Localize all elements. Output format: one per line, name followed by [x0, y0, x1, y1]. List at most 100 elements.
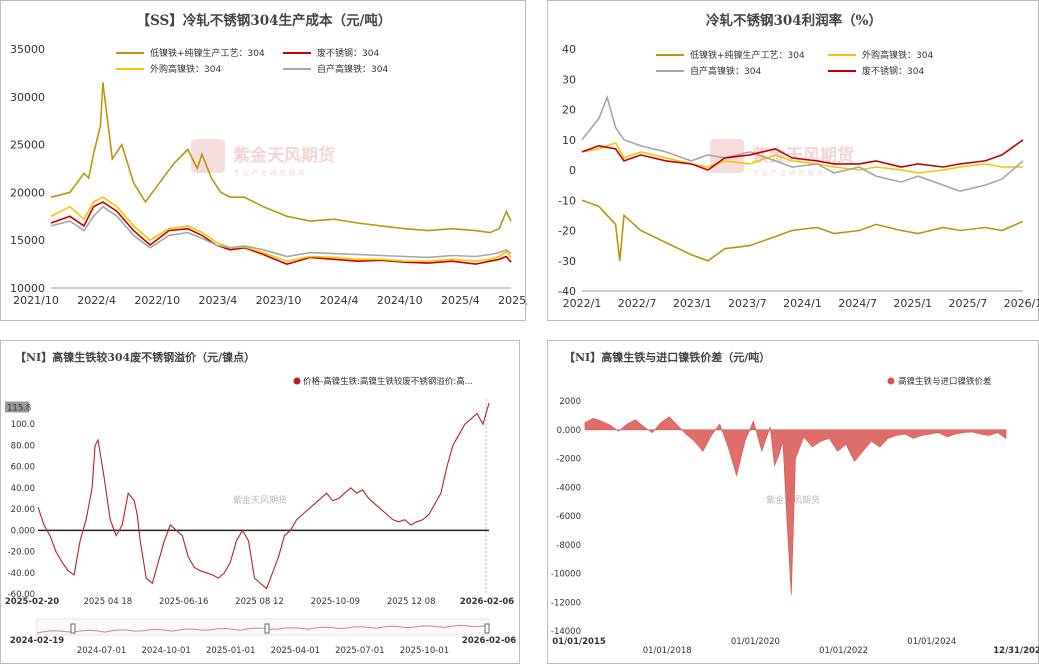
- navigator-tick-label: 2024-10-01: [141, 646, 190, 656]
- chart-panel-production-cost: 【SS】冷轧不锈钢304生产成本（元/吨） 紫金天风期货 专 业 产 业 研 究…: [0, 0, 527, 321]
- chart-panel-premium: 【NI】高镍生铁较304废不锈钢溢价（元/镍点） 紫金天风期货 -60.00 -4…: [0, 340, 520, 664]
- y-tick-label: 100.0: [11, 420, 35, 430]
- range-navigator[interactable]: 2024-02-19 2024-07-01 2024-10-01 2025-01-01…: [10, 618, 516, 656]
- y-tick-label: -40: [558, 285, 576, 298]
- x-tick-label: 2026-02-06: [460, 597, 514, 607]
- x-tick-label: 01/01/2024: [907, 637, 956, 647]
- y-tick-label: -4000: [556, 483, 581, 493]
- watermark-text: 紫金天风期货: [233, 494, 287, 506]
- x-tick-label: 2025 04 18: [83, 597, 132, 607]
- x-tick-label: 01/01/2020: [731, 637, 780, 647]
- navigator-tick-label: 2026-02-06: [462, 636, 516, 646]
- x-tick-label: 2023/1: [673, 297, 712, 310]
- series-line: [50, 205, 512, 259]
- x-tick-label: 2022/4: [77, 294, 116, 307]
- chart-title: 【NI】高镍生铁与进口镍铁价差（元/吨）: [564, 350, 770, 364]
- x-tick-label: 2024/10: [377, 294, 423, 307]
- x-tick-label: 2025 08 12: [235, 597, 284, 607]
- last-value-badge: [5, 401, 29, 413]
- y-tick-label: 0.000: [11, 526, 35, 536]
- y-tick-label: 0.000: [557, 426, 581, 436]
- navigator-tick-label: 2025-01-01: [206, 646, 255, 656]
- x-tick-label: 01/01/2018: [643, 646, 692, 656]
- y-tick-label: -14000: [551, 627, 581, 637]
- x-tick-label: 12/31/2025: [993, 646, 1039, 656]
- watermark: 紫金天风期货 专 业 产 业 研 究 服 务: [191, 139, 335, 177]
- y-tick-label: -10000: [551, 570, 581, 580]
- x-tick-label: 2023/4: [199, 294, 238, 307]
- legend-label: 高镍生铁与进口镍铁价差: [898, 376, 992, 387]
- series-line: [50, 82, 512, 234]
- navigator-tick-label: 2025-04-01: [271, 646, 320, 656]
- series-area: [584, 416, 1007, 596]
- x-tick-label: 2025 12 08: [387, 597, 436, 607]
- navigator-handle[interactable]: [484, 623, 490, 634]
- x-tick-label: 01/01/2022: [819, 646, 868, 656]
- navigator-tick-label: 2025-07-01: [335, 646, 384, 656]
- x-tick-label: 2025/1: [893, 297, 932, 310]
- x-tick-label: 2022/1: [563, 297, 602, 310]
- y-tick-label: 0: [569, 164, 576, 177]
- y-tick-label: -20: [558, 225, 576, 238]
- chart-title: 冷轧不锈钢304利润率（%）: [706, 12, 882, 29]
- legend-label: 废不锈钢：304: [862, 65, 924, 77]
- series-line: [37, 402, 490, 590]
- navigator-tick-label: 2025-10-01: [400, 646, 449, 656]
- x-tick-label: 2023/7: [728, 297, 767, 310]
- x-tick-label: 2021/10: [13, 294, 59, 307]
- y-tick-label: 80.00: [11, 441, 35, 451]
- y-tick-label: -2000: [556, 455, 581, 465]
- chart-panel-price-spread: 【NI】高镍生铁与进口镍铁价差（元/吨） 紫金天风期货 20000.000-20…: [547, 340, 1039, 664]
- legend-label: 低镍铁+纯镍生产工艺：304: [690, 49, 805, 61]
- series-line: [581, 199, 1024, 262]
- last-value-text: 115.8: [7, 403, 31, 413]
- x-tick-label: 2026/1: [1004, 297, 1039, 310]
- series-line: [581, 94, 1024, 193]
- legend-label: 自产高镍铁：304: [317, 63, 388, 75]
- x-tick-label: 2025-06-16: [159, 597, 208, 607]
- x-tick-label: 2023/10: [256, 294, 302, 307]
- legend-swatch: [887, 377, 895, 385]
- y-tick-label: 2000: [559, 397, 581, 407]
- watermark-subtext: 专 业 产 业 研 究 服 务: [752, 168, 824, 177]
- y-tick-label: -40.00: [8, 569, 35, 579]
- y-tick-label: 30: [562, 73, 576, 86]
- series-line: [50, 196, 512, 263]
- chart-panel-profit-margin: 冷轧不锈钢304利润率（%） 紫金天风期货 专 业 产 业 研 究 服 务 -4…: [547, 0, 1039, 321]
- spread-chart-svg: 【NI】高镍生铁与进口镍铁价差（元/吨） 紫金天风期货 20000.000-20…: [551, 350, 1039, 656]
- navigator-handle[interactable]: [70, 623, 76, 634]
- chart-title: 【SS】冷轧不锈钢304生产成本（元/吨）: [137, 12, 392, 29]
- legend-swatch: [293, 377, 301, 385]
- y-tick-label: 30000: [10, 91, 45, 104]
- y-tick-label: 40: [562, 43, 576, 56]
- y-tick-label: -8000: [556, 541, 581, 551]
- navigator-line: [36, 624, 490, 634]
- y-tick-label: 60.00: [11, 463, 35, 473]
- y-tick-label: 25000: [10, 139, 45, 152]
- legend-label: 低镍铁+纯镍生产工艺：304: [150, 47, 265, 59]
- navigator-tick-label: 2024-07-01: [77, 646, 126, 656]
- y-tick-label: -12000: [551, 598, 581, 608]
- margin-chart-svg: 冷轧不锈钢304利润率（%） 紫金天风期货 专 业 产 业 研 究 服 务 -4…: [558, 12, 1039, 310]
- series-line: [581, 139, 1024, 171]
- navigator-handle[interactable]: [264, 623, 270, 634]
- x-tick-label: 2025/4: [441, 294, 480, 307]
- y-tick-label: 35000: [10, 43, 45, 56]
- navigator-tick-label: 2024-02-19: [10, 636, 64, 646]
- x-tick-label: 2025/10: [498, 294, 527, 307]
- legend-label: 自产高镍铁：304: [690, 65, 761, 77]
- x-tick-label: 2025/7: [949, 297, 988, 310]
- series-line: [581, 141, 1023, 174]
- y-tick-label: 15000: [10, 234, 45, 247]
- legend-label: 外购高镍铁：304: [150, 63, 221, 75]
- chart-title: 【NI】高镍生铁较304废不锈钢溢价（元/镍点）: [15, 350, 255, 364]
- y-tick-label: -30: [558, 255, 576, 268]
- y-tick-label: -6000: [556, 512, 581, 522]
- y-tick-label: 20000: [10, 186, 45, 199]
- x-tick-label: 2025-10-09: [311, 597, 360, 607]
- y-tick-label: 40.00: [11, 484, 35, 494]
- legend-label: 外购高镍铁：304: [862, 49, 933, 61]
- y-tick-label: 20.00: [11, 505, 35, 515]
- cost-chart-svg: 【SS】冷轧不锈钢304生产成本（元/吨） 紫金天风期货 专 业 产 业 研 究…: [10, 12, 527, 307]
- y-tick-label: -10: [558, 194, 576, 207]
